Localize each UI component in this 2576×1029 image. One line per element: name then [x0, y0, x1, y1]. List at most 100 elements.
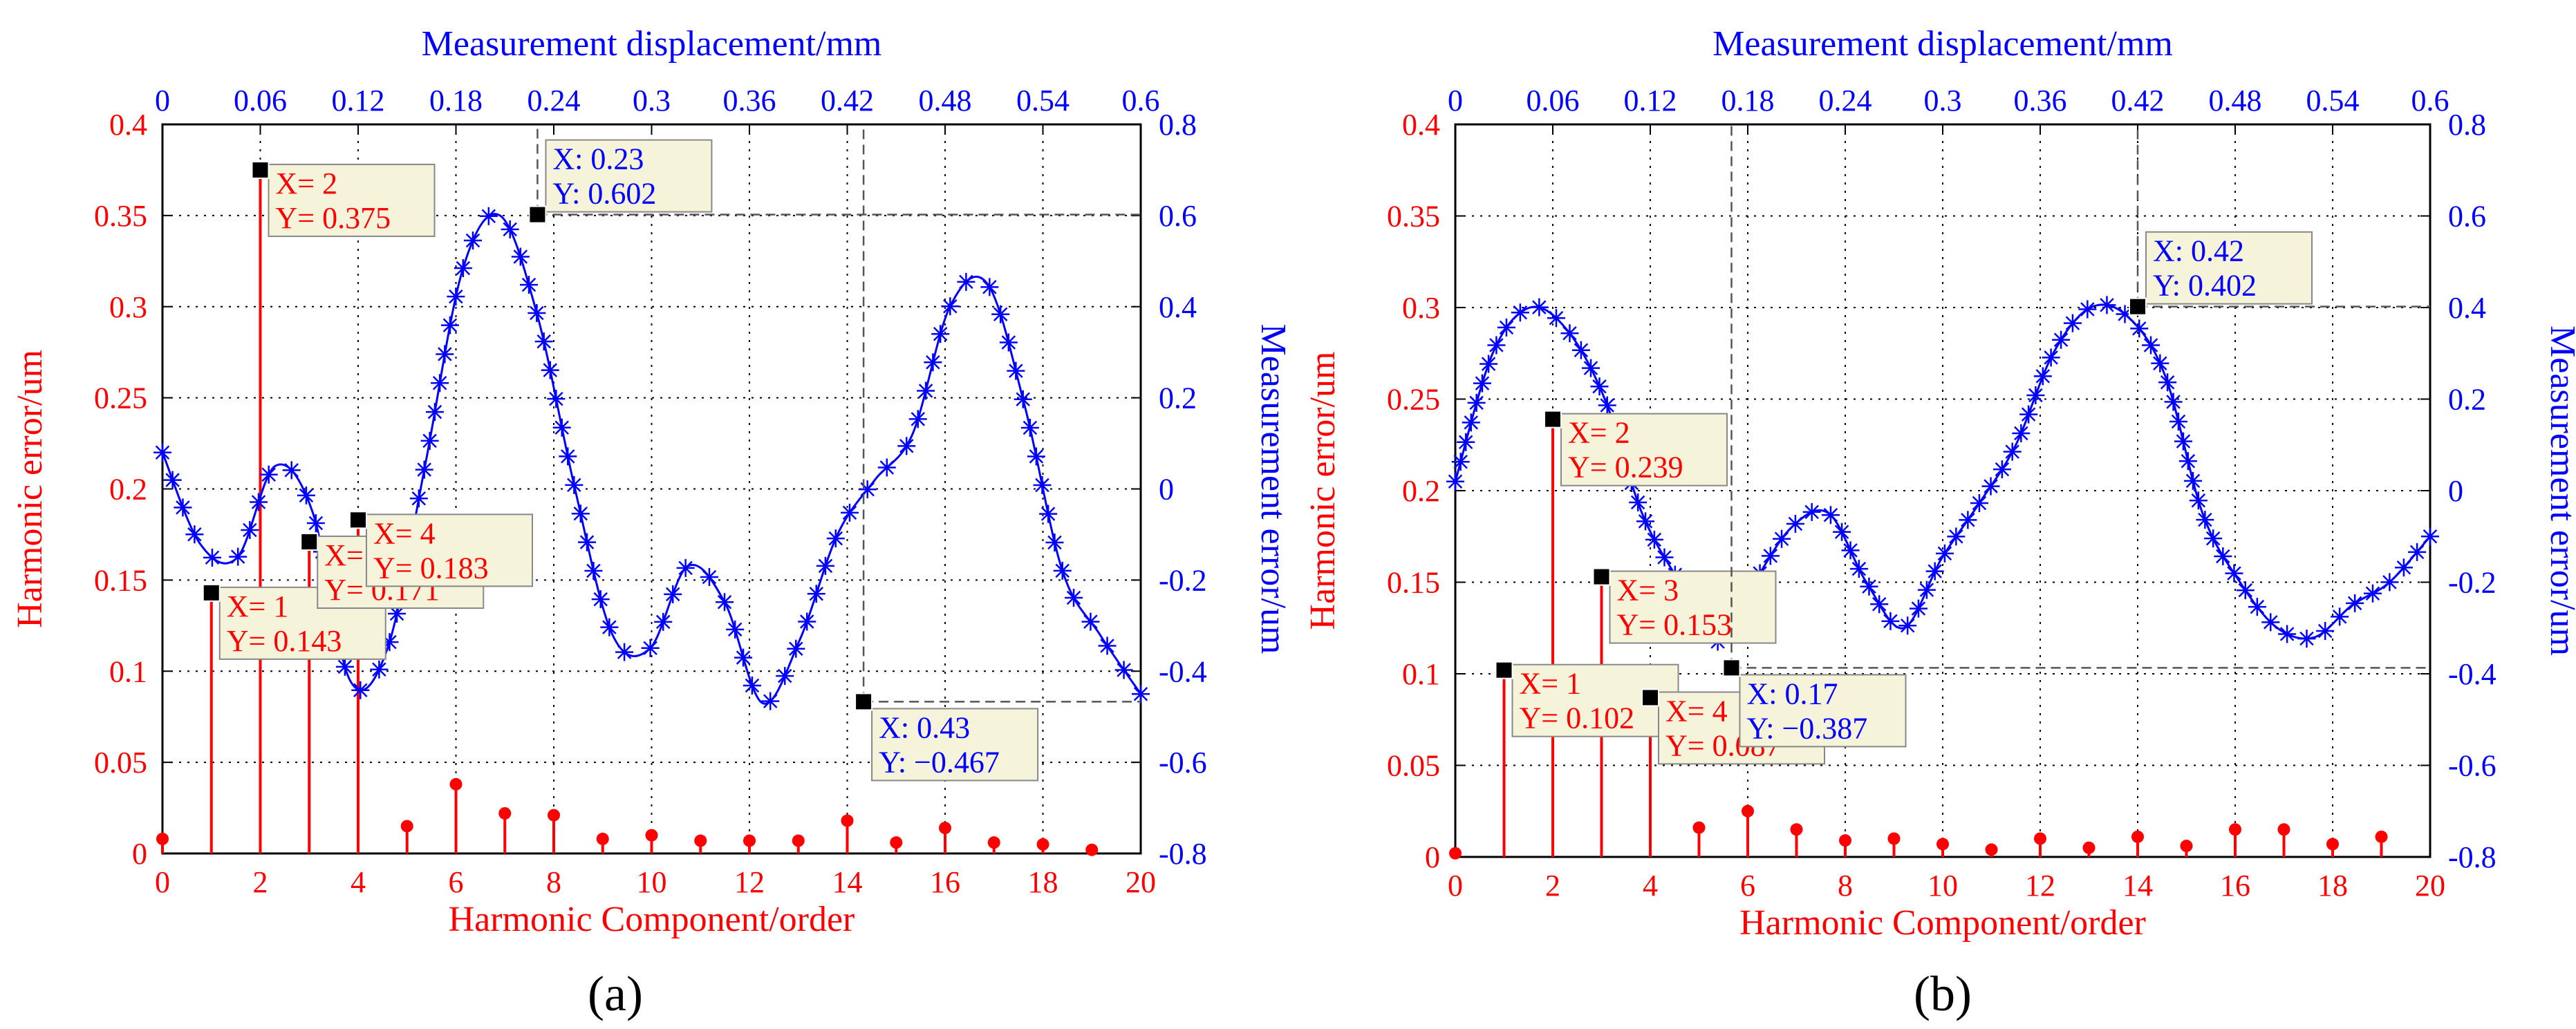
y-left-tick-label: 0.3 — [1402, 291, 1440, 325]
measurement-error-marker — [776, 667, 794, 686]
measurement-error-marker — [761, 692, 780, 710]
y-right-tick-label: 0.2 — [1159, 381, 1197, 415]
measurement-error-marker — [1114, 661, 1133, 679]
measurement-error-marker — [2331, 607, 2349, 626]
y-left-tick-label: 0.05 — [1387, 749, 1440, 783]
measurement-error-marker — [2003, 442, 2022, 461]
datatip-box — [1609, 570, 1777, 644]
x-top-tick-label: 0.48 — [919, 84, 972, 117]
harmonic-stem-marker — [2229, 823, 2241, 836]
measurement-error-marker — [641, 639, 660, 657]
x-bottom-tick-label: 6 — [449, 865, 464, 899]
measurement-error-marker — [2052, 330, 2071, 349]
x-bottom-tick-label: 14 — [832, 865, 863, 899]
x-bottom-tick-label: 18 — [2317, 869, 2348, 903]
y-left-axis-title: Harmonic error/um — [1303, 352, 1343, 630]
harmonic-stem-marker — [596, 832, 609, 845]
datatip-label-y: Y: −0.387 — [1747, 711, 1868, 745]
measurement-error-marker — [2316, 622, 2335, 641]
datatip-marker — [1641, 688, 1659, 707]
measurement-error-marker — [282, 461, 301, 480]
measurement-error-marker — [1530, 298, 1549, 317]
datatip-box — [871, 708, 1039, 782]
x-top-tick-label: 0.24 — [1819, 84, 1872, 117]
measurement-error-marker — [2169, 412, 2187, 431]
y-left-tick-label: 0.2 — [1402, 474, 1440, 508]
harmonic-stem-marker — [792, 834, 805, 847]
datatip-box — [1739, 674, 1907, 748]
x-bottom-tick-label: 20 — [1126, 865, 1156, 899]
harmonic-stem-marker — [1985, 843, 1998, 856]
measurement-error-marker — [1511, 303, 1529, 322]
measurement-error-marker — [431, 374, 449, 393]
measurement-error-marker — [941, 297, 960, 316]
measurement-error-marker — [1590, 377, 1609, 396]
datatip-marker — [349, 511, 367, 529]
y-right-tick-label: 0.6 — [2448, 200, 2486, 234]
harmonic-stem-marker — [548, 809, 560, 822]
harmonic-stem-marker — [156, 832, 169, 845]
harmonic-stem-marker — [2131, 830, 2144, 843]
y-right-tick-label: 0 — [1159, 473, 1174, 507]
y-left-tick-label: 0.4 — [1402, 108, 1440, 142]
measurement-error-marker — [1821, 506, 1840, 525]
y-right-tick-label: -0.6 — [2448, 749, 2496, 783]
measurement-error-marker — [153, 443, 171, 462]
y-right-tick-label: 0.4 — [2448, 291, 2486, 325]
y-right-tick-label: -0.6 — [1159, 746, 1207, 780]
measurement-error-marker — [1457, 433, 1475, 451]
measurement-error-marker — [297, 486, 315, 504]
x-top-tick-label: 0.18 — [1721, 84, 1775, 117]
x-bottom-tick-label: 16 — [930, 865, 960, 899]
x-top-tick-label: 0.48 — [2209, 84, 2262, 117]
measurement-error-marker — [2196, 511, 2214, 529]
harmonic-stem-marker — [1742, 804, 1754, 818]
datatip-marker — [1544, 410, 1562, 428]
measurement-error-marker — [2019, 405, 2038, 424]
x-top-axis-title: Measurement displacement/mm — [422, 24, 882, 64]
measurement-error-marker — [816, 556, 834, 575]
measurement-error-marker — [1947, 527, 1966, 546]
measurement-error-marker — [1045, 533, 1064, 551]
y-right-tick-label: 0.4 — [1159, 290, 1197, 324]
measurement-error-marker — [2214, 547, 2232, 565]
measurement-error-marker — [1451, 453, 1470, 471]
measurement-error-marker — [676, 558, 695, 577]
measurement-error-marker — [409, 489, 428, 508]
y-left-tick-label: 0.3 — [109, 290, 147, 324]
datatip-label-y: Y: −0.467 — [879, 745, 1000, 779]
measurement-error-marker — [2408, 542, 2427, 561]
measurement-error-marker — [2380, 573, 2399, 592]
measurement-error-line — [1454, 303, 2432, 643]
chart-panel-a: 0 2 4 6 8 10 12 14 16 18 20 Harmonic Component/orde… — [10, 24, 1293, 1021]
measurement-error-marker — [1786, 515, 1804, 534]
measurement-error-marker — [1132, 685, 1150, 704]
x-bottom-tick-label: 8 — [546, 865, 561, 899]
x-top-tick-label: 0.3 — [633, 84, 671, 117]
datatip-label-x: X: 0.17 — [1747, 677, 1838, 710]
measurement-error-marker — [578, 533, 597, 551]
measurement-error-marker — [1959, 511, 1977, 529]
measurement-error-marker — [306, 513, 325, 532]
measurement-error-marker — [163, 471, 182, 489]
y-right-tick-label: 0.8 — [2448, 108, 2486, 142]
measurement-error-marker — [957, 272, 976, 291]
y-right-tick-label: 0.8 — [1159, 108, 1197, 142]
x-top-tick-label: 0.36 — [723, 84, 776, 117]
x-top-tick-label: 0.54 — [2306, 84, 2360, 117]
harmonic-stem-marker — [1936, 838, 1949, 851]
x-bottom-tick-label: 12 — [734, 865, 765, 899]
measurement-error-marker — [840, 503, 859, 522]
datatip-label-y: Y= 0.153 — [1617, 608, 1733, 642]
harmonic-stem-marker — [2277, 823, 2290, 836]
x-top-tick-label: 0.6 — [1122, 84, 1160, 117]
measurement-error-marker — [2346, 594, 2364, 612]
y-left-tick-label: 0 — [1425, 840, 1440, 874]
measurement-error-marker — [1582, 359, 1600, 377]
datatip-box — [2145, 231, 2313, 305]
datatip-box — [366, 513, 533, 587]
measurement-error-marker — [1981, 477, 2000, 495]
x-top-tick-label: 0.36 — [2014, 84, 2067, 117]
measurement-error-marker — [1970, 493, 1988, 512]
measurement-error-marker — [1833, 522, 1851, 541]
